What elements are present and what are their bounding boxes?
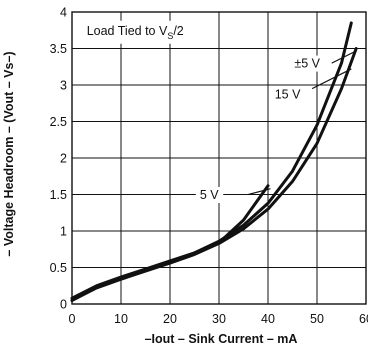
x-tick-label: 10	[114, 312, 128, 326]
y-tick-label: 1	[60, 225, 67, 239]
series-label: 5 V	[200, 188, 219, 202]
x-tick-label: 50	[310, 312, 324, 326]
x-tick-label: 0	[69, 312, 76, 326]
x-tick-label: 40	[261, 312, 275, 326]
label-leader-line	[311, 68, 352, 90]
y-tick-label: 0.5	[50, 261, 67, 275]
label-leader-line	[331, 51, 355, 64]
y-tick-label: 3	[60, 79, 67, 93]
y-tick-label: 2	[60, 152, 67, 166]
annotation-subscript: S	[167, 31, 173, 41]
series-group	[70, 21, 358, 302]
series-label: 15 V	[275, 87, 301, 101]
y-tick-label: 2.5	[50, 115, 67, 129]
y-tick-label: 4	[60, 6, 67, 20]
series-label-background	[195, 187, 224, 203]
tick-labels: 0 10 20 30 40 50 60 0 0.5 1 1.5 2 2.5 3 3.5 4	[50, 6, 368, 327]
annotation-prefix: Load Tied to V	[87, 24, 168, 38]
y-tick-label: 0	[60, 298, 67, 312]
x-tick-label: 20	[163, 312, 177, 326]
annotation-load-tied: Load Tied to VS/2	[87, 24, 184, 41]
series-line-1	[70, 47, 358, 302]
series-label-background	[270, 86, 306, 103]
y-axis-label: – Voltage Headroom – (Vout – Vs–)	[2, 51, 16, 256]
series-label: ±5 V	[294, 57, 320, 71]
label-leader-line	[248, 188, 271, 196]
plot-frame	[71, 11, 367, 305]
y-tick-label: 1.5	[50, 188, 67, 202]
series-labels: 5 V 15 V ±5 V	[195, 51, 355, 203]
series-label-background	[290, 55, 325, 72]
x-tick-label: 60	[359, 312, 368, 326]
x-axis-label: –Iout – Sink Current – mA	[145, 332, 298, 346]
x-tick-label: 30	[212, 312, 226, 326]
annotation-background	[81, 20, 189, 44]
y-tick-label: 3.5	[50, 42, 67, 56]
series-line-2	[70, 21, 353, 300]
annotation-suffix: /2	[173, 24, 183, 38]
